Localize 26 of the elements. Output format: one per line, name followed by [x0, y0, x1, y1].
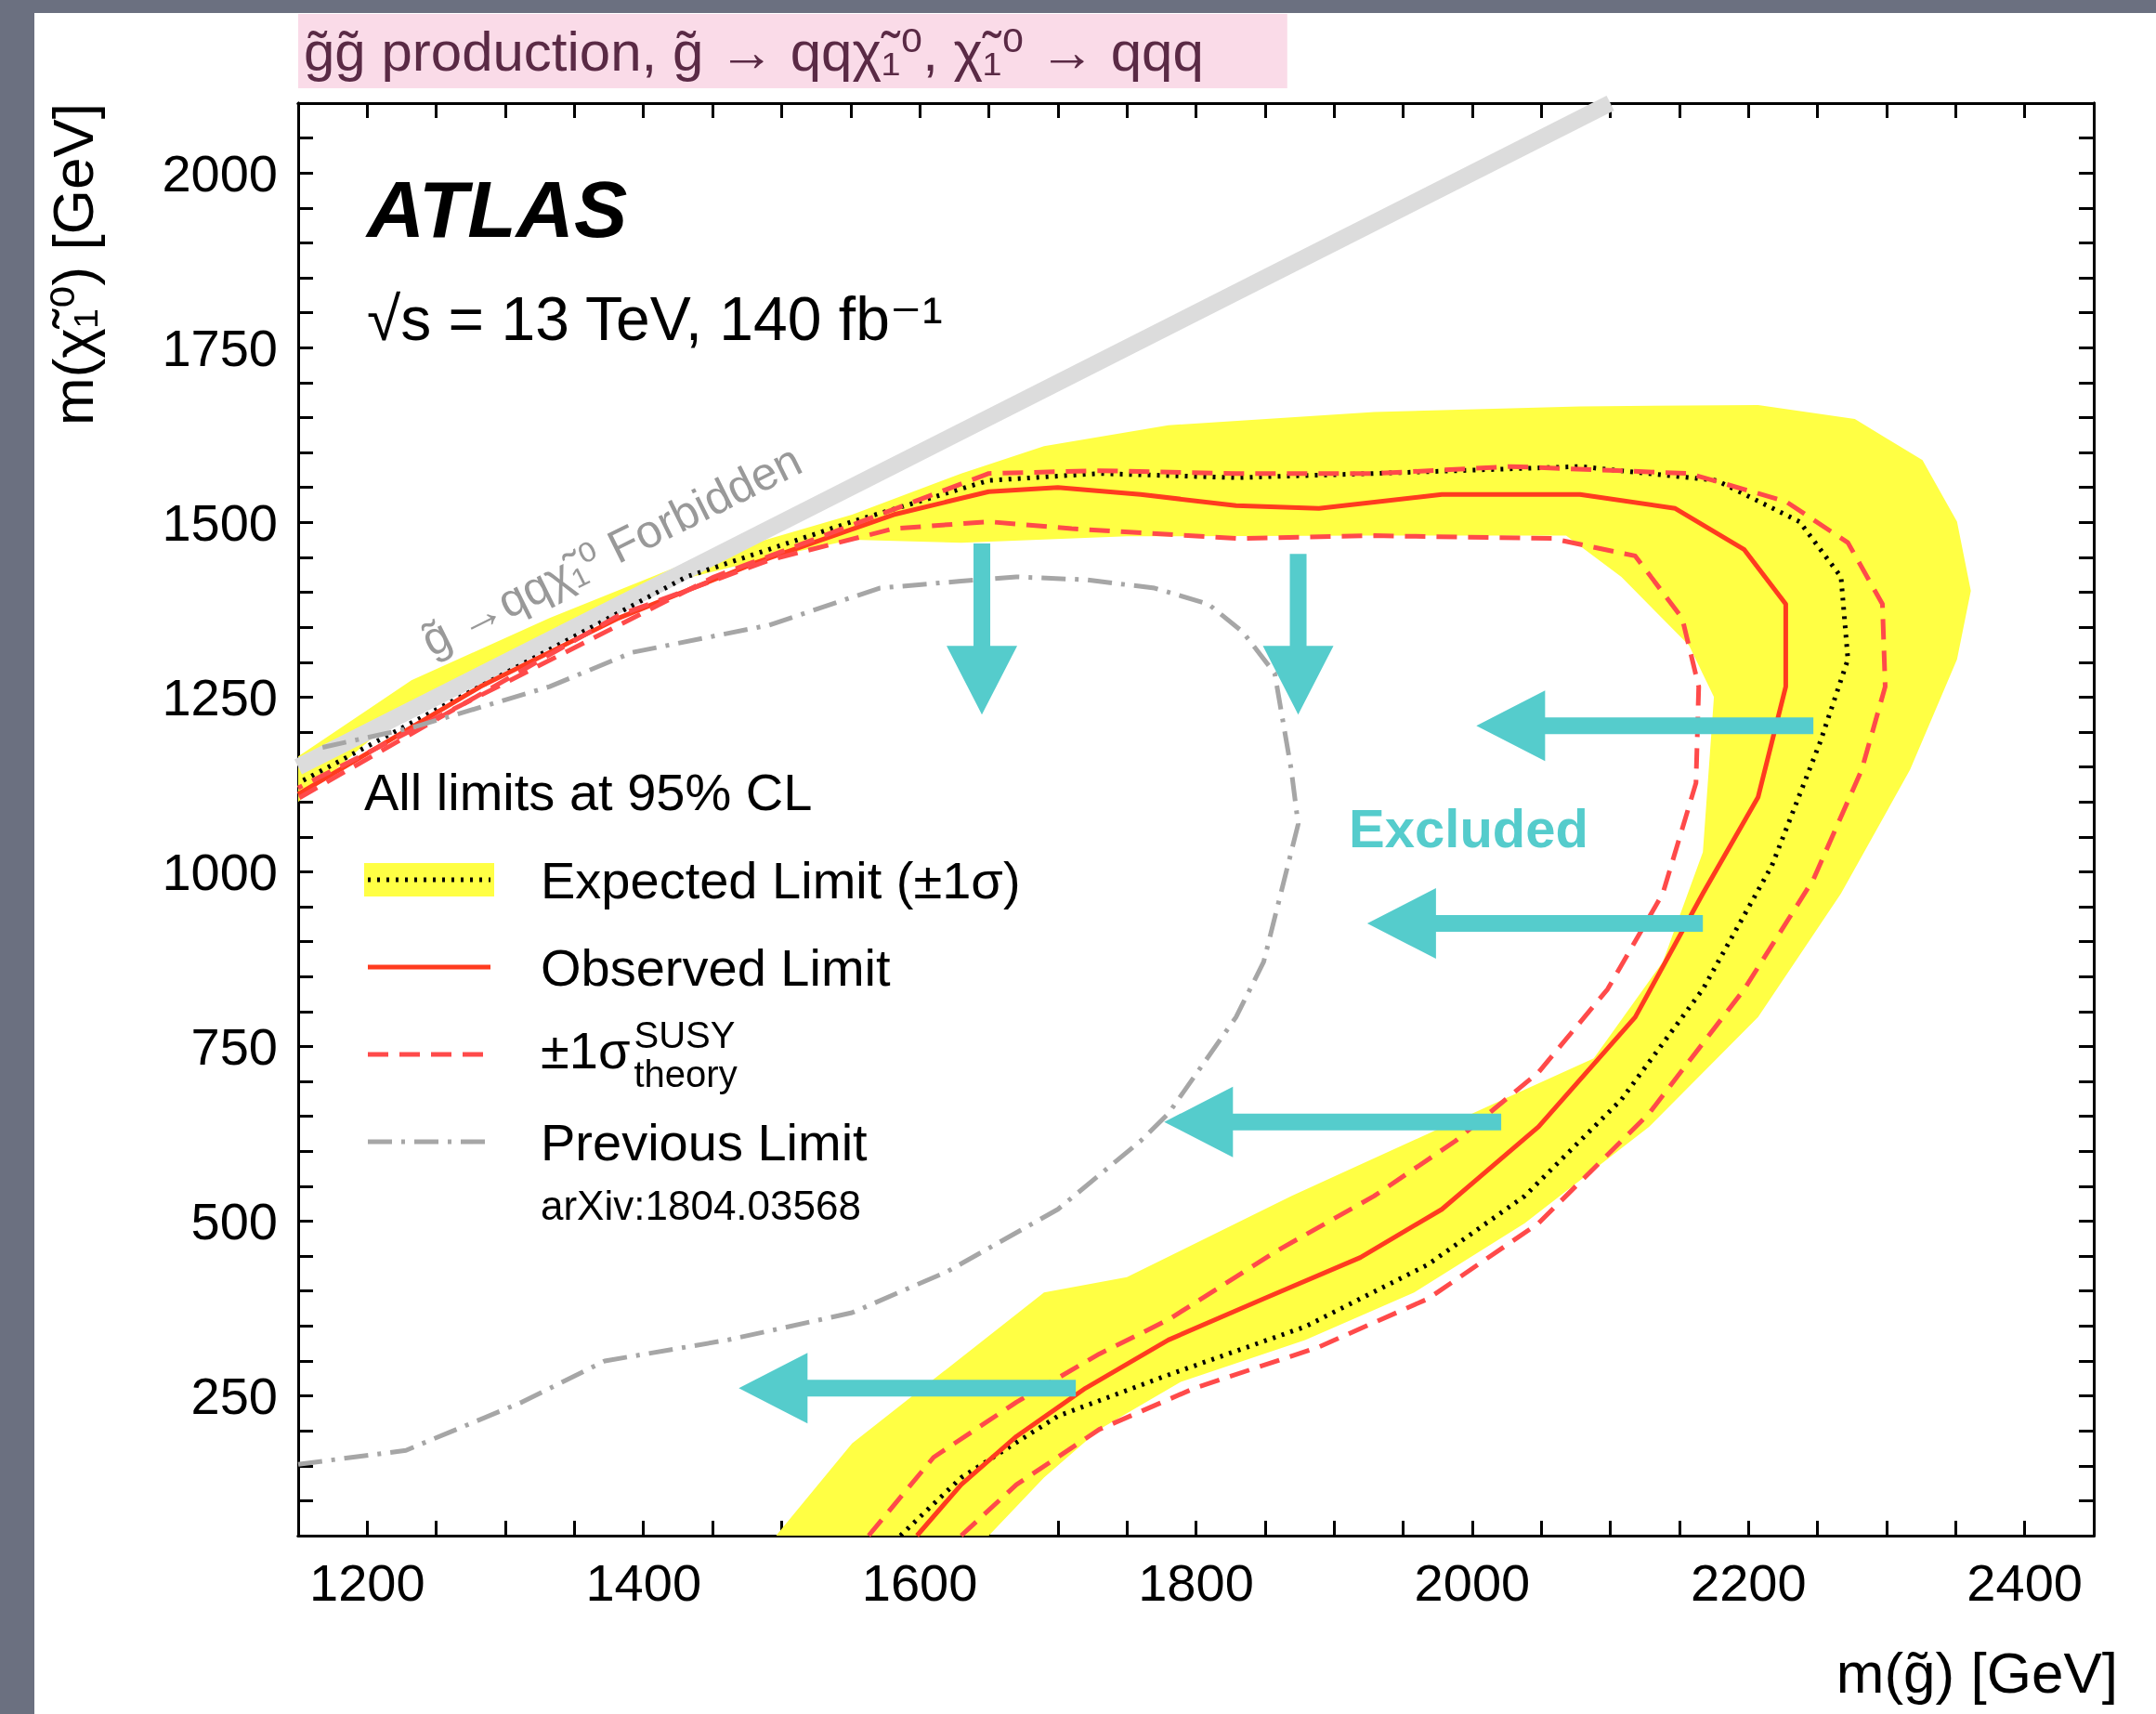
y-tick-label: 750: [190, 1016, 278, 1076]
legend-title: All limits at 95% CL: [364, 762, 814, 823]
y-tick-label: 1000: [162, 842, 278, 901]
y-tick-label: 1250: [162, 667, 278, 726]
y-tick-label: 250: [190, 1367, 278, 1426]
x-tick-label: 1800: [1138, 1552, 1254, 1612]
x-tick-label: 2400: [1967, 1552, 2083, 1612]
x-tick-label: 2200: [1690, 1552, 1807, 1612]
y-tick-label: 1500: [162, 492, 278, 552]
x-axis-title: m(g̃) [GeV]: [1836, 1640, 2118, 1705]
chart-title: g̃g̃ production, g̃ → qqχ̃₁⁰, χ̃₁⁰ → qqq: [304, 20, 1204, 83]
legend-label: Observed Limit: [541, 936, 891, 998]
y-tick-label: 2000: [162, 143, 278, 203]
annotation: Excluded: [1349, 797, 1588, 858]
x-tick-label: 1200: [309, 1552, 425, 1612]
y-tick-label: 1750: [162, 318, 278, 377]
x-tick-label: 2000: [1414, 1552, 1531, 1612]
x-tick-label: 1600: [861, 1552, 978, 1612]
y-tick-label: 500: [190, 1192, 278, 1251]
annotation: arXiv:1804.03568: [541, 1182, 861, 1228]
y-axis-title: m(χ̃₁⁰) [GeV]: [40, 103, 105, 425]
annotation: ATLAS: [365, 164, 628, 254]
legend-label: Previous Limit: [541, 1111, 868, 1172]
legend-label: Expected Limit (±1σ): [541, 849, 1021, 910]
x-tick-label: 1400: [585, 1552, 702, 1612]
annotation: √s = 13 TeV, 140 fb⁻¹: [367, 284, 943, 353]
